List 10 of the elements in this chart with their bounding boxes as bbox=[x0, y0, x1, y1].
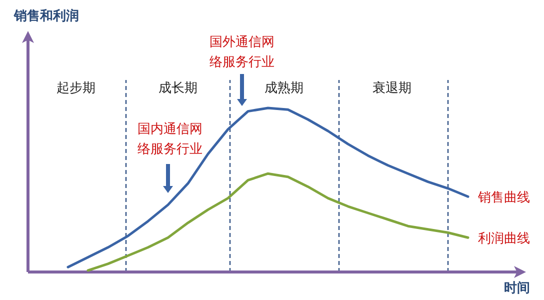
annotation: 成熟期 bbox=[264, 81, 304, 96]
series-label: 利润曲线 bbox=[478, 232, 530, 247]
x-axis-title: 时间 bbox=[504, 281, 530, 296]
annotation: 起步期 bbox=[56, 81, 96, 96]
annotation: 销售和利润 bbox=[14, 9, 79, 24]
series-label: 销售曲线 bbox=[477, 190, 530, 206]
annotation: 衰退期 bbox=[372, 81, 412, 96]
annotation: 国外通信网络服务行业 bbox=[210, 35, 274, 70]
annotation: 成长期 bbox=[158, 81, 198, 96]
annotation: 国内通信网络服务行业 bbox=[138, 122, 202, 157]
